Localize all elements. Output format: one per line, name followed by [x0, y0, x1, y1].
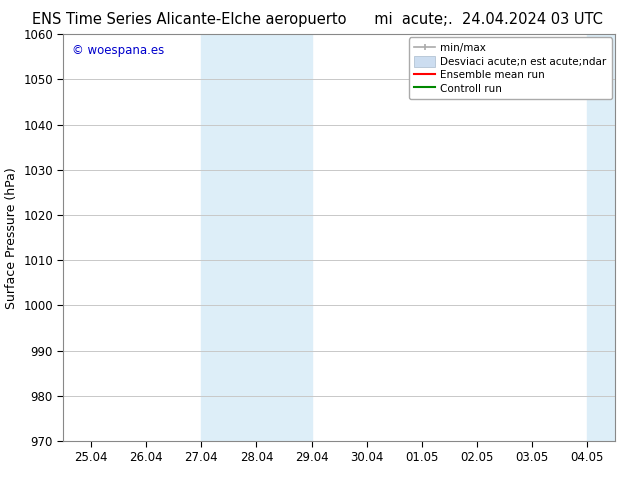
Bar — [202, 34, 312, 441]
Text: ENS Time Series Alicante-Elche aeropuerto      mi  acute;.  24.04.2024 03 UTC: ENS Time Series Alicante-Elche aeropuert… — [32, 12, 602, 27]
Y-axis label: Surface Pressure (hPa): Surface Pressure (hPa) — [4, 167, 18, 309]
Bar — [588, 34, 615, 441]
Text: © woespana.es: © woespana.es — [72, 45, 164, 57]
Legend: min/max, Desviaci acute;n est acute;ndar, Ensemble mean run, Controll run: min/max, Desviaci acute;n est acute;ndar… — [409, 37, 612, 99]
